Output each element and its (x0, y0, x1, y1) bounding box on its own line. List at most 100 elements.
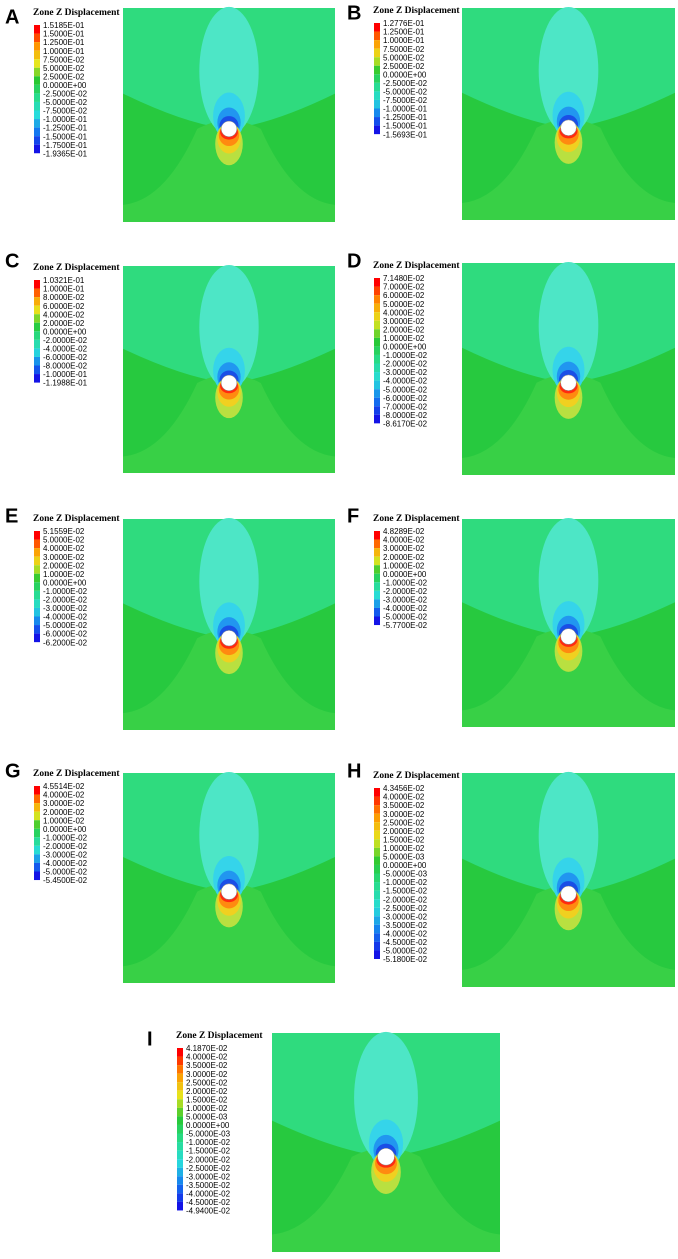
legend-title: Zone Z Displacement (33, 769, 120, 779)
legend-value: 1.0000E-01 (43, 285, 85, 294)
legend-value: -8.6170E-02 (383, 419, 428, 428)
lower-bell (462, 885, 675, 987)
legend-value: -3.0000E-02 (383, 912, 428, 921)
panel-label: A (5, 6, 19, 28)
legend-swatch (374, 573, 380, 583)
panel: H Zone Z Displacement 4.3456E-024.0000E-02… (347, 760, 675, 987)
legend-value: 5.0000E-02 (43, 536, 85, 545)
legend-title: Zone Z Displacement (373, 6, 460, 16)
legend-value: 1.2776E-01 (383, 19, 425, 28)
legend-value: 1.5000E-01 (43, 30, 85, 39)
legend-swatch (374, 556, 380, 566)
panel: F Zone Z Displacement 4.8289E-024.0000E-02… (347, 505, 675, 727)
legend-swatch (177, 1193, 183, 1202)
legend-value: -4.9400E-02 (186, 1207, 231, 1216)
legend-value: 1.2500E-01 (383, 28, 425, 37)
legend-swatch (374, 590, 380, 600)
legend-value: 7.0000E-02 (383, 283, 425, 292)
legend-value: -1.2500E-01 (383, 113, 428, 122)
legend-swatch (374, 320, 380, 330)
lower-bell (462, 628, 675, 727)
legend-value: -1.0000E-01 (383, 105, 428, 114)
legend-swatch (34, 539, 40, 549)
legend-value: 6.0000E-02 (383, 291, 425, 300)
legend-value: 1.5185E-01 (43, 21, 85, 30)
legend-value: 0.0000E+00 (43, 825, 87, 834)
legend-value: -4.0000E-02 (383, 929, 428, 938)
legend-value: -4.5000E-02 (383, 938, 428, 947)
legend-swatch (177, 1184, 183, 1194)
legend-swatch (374, 337, 380, 347)
legend-value: -3.0000E-02 (43, 604, 88, 613)
legend-swatch (34, 280, 40, 289)
legend-value: 3.0000E-02 (43, 553, 85, 562)
panel: B Zone Z Displacement 1.2776E-011.2500E-01… (347, 2, 675, 220)
legend-value: -4.0000E-02 (43, 613, 88, 622)
legend-swatch (374, 389, 380, 398)
legend-value: 7.1480E-02 (383, 274, 425, 283)
legend-swatch (34, 322, 40, 332)
contour (538, 771, 599, 901)
legend-value: -5.0000E-02 (43, 621, 88, 630)
legend-value: 1.0000E-02 (383, 334, 425, 343)
legend-value: -2.0000E-02 (383, 587, 428, 596)
legend-value: 1.5000E-02 (383, 835, 425, 844)
legend-value: -1.0000E-02 (43, 587, 88, 596)
legend-value: -5.1800E-02 (383, 955, 428, 964)
legend-swatch (374, 805, 380, 814)
legend-value: 4.3456E-02 (383, 784, 425, 793)
legend-swatch (177, 1124, 183, 1134)
legend-title: Zone Z Displacement (373, 514, 460, 524)
legend-swatch (374, 108, 380, 118)
legend-swatch (34, 845, 40, 855)
legend-swatch (374, 899, 380, 908)
legend-value: 1.0000E-01 (43, 47, 85, 56)
legend-value: 4.0000E-02 (186, 1053, 228, 1062)
legend-value: 4.0000E-02 (43, 544, 85, 553)
legend-swatch (177, 1073, 183, 1083)
legend-swatch (374, 856, 380, 865)
legend-swatch (34, 127, 40, 137)
legend-value: -4.0000E-02 (43, 859, 88, 868)
legend-value: -1.5693E-01 (383, 130, 428, 139)
legend-value: -2.0000E-02 (43, 336, 88, 345)
legend-value: 2.0000E-02 (383, 325, 425, 334)
legend-value: 1.0321E-01 (43, 276, 85, 285)
legend-swatch (34, 599, 40, 608)
legend-swatch (374, 916, 380, 925)
legend-value: -1.0000E-02 (383, 878, 428, 887)
legend-value: -1.5000E-01 (43, 132, 88, 141)
legend-swatch (374, 354, 380, 364)
legend-swatch (374, 882, 380, 891)
legend-value: 7.5000E-02 (383, 45, 425, 54)
legend-swatch (177, 1065, 183, 1074)
legend-value: 3.0000E-02 (186, 1070, 228, 1079)
legend-swatch (34, 590, 40, 600)
legend-swatch (34, 828, 40, 838)
legend-swatch (374, 312, 380, 321)
legend-title: Zone Z Displacement (373, 261, 460, 271)
legend-value: -2.0000E-02 (186, 1155, 231, 1164)
legend-swatch (374, 531, 380, 540)
legend-value: -6.0000E-02 (383, 394, 428, 403)
contour (199, 771, 259, 898)
legend-swatch (177, 1099, 183, 1108)
legend-swatch (374, 48, 380, 58)
tunnel-hole (220, 883, 238, 900)
legend-value: -8.0000E-02 (383, 411, 428, 420)
legend-value: -3.0000E-02 (383, 368, 428, 377)
legend-swatch (374, 125, 380, 135)
legend-swatch (374, 286, 380, 296)
legend-swatch (177, 1107, 183, 1117)
legend-value: -1.7500E-01 (43, 141, 88, 150)
legend-value: 5.0000E-02 (43, 64, 85, 73)
legend-swatch (34, 110, 40, 120)
legend-swatch (374, 295, 380, 304)
tunnel-hole (220, 630, 238, 647)
legend-title: Zone Z Displacement (373, 771, 460, 781)
legend-swatch (374, 607, 380, 617)
legend-swatch (34, 862, 40, 872)
legend-value: -4.0000E-02 (383, 377, 428, 386)
legend-swatch (177, 1159, 183, 1168)
legend-swatch (374, 839, 380, 848)
